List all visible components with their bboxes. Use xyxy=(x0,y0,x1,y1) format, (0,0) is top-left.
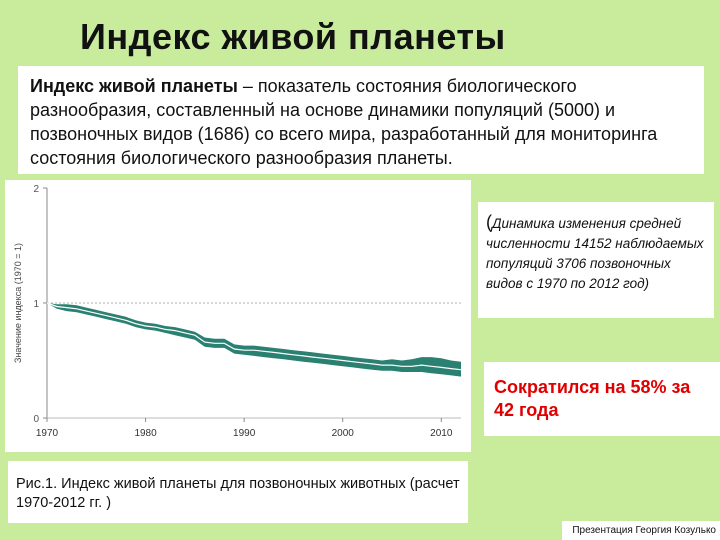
x-tick-label: 1970 xyxy=(36,428,59,439)
slide-title: Индекс живой планеты xyxy=(80,16,506,57)
description-text: – показатель состояния биологического ра… xyxy=(30,76,658,168)
living-planet-index-chart: 0 1 2 1970 1980 1990 2000 2010 Значение индекса … xyxy=(13,184,462,439)
x-tick-label: 2010 xyxy=(430,428,453,439)
y-tick-label: 1 xyxy=(33,299,39,310)
y-tick-label: 0 xyxy=(33,414,39,425)
note-open-paren: ( xyxy=(486,212,492,232)
highlight-text: Сократился на 58% за 42 года xyxy=(494,377,691,420)
chart-axes: 0 1 2 1970 1980 1990 2000 2010 Значение индекса … xyxy=(13,184,461,439)
y-axis-label: Значение индекса (1970 = 1) xyxy=(13,243,23,363)
highlight-box: Сократился на 58% за 42 года xyxy=(484,362,720,436)
description-term: Индекс живой планеты xyxy=(30,76,238,96)
x-tick-label: 1980 xyxy=(134,428,157,439)
note-text: Динамика изменения средней численности 1… xyxy=(486,216,704,291)
note-box: (Динамика изменения средней численности … xyxy=(478,202,714,318)
x-tick-label: 1990 xyxy=(233,428,256,439)
credit-text: Презентация Георгия Козулько xyxy=(572,525,716,536)
x-tick-label: 2000 xyxy=(332,428,355,439)
confidence-band xyxy=(47,303,461,377)
description-box: Индекс живой планеты – показатель состоя… xyxy=(18,66,704,174)
chart-panel: 0 1 2 1970 1980 1990 2000 2010 Значение индекса … xyxy=(5,180,471,452)
figure-caption: Рис.1. Индекс живой планеты для позвоноч… xyxy=(16,476,460,511)
y-tick-label: 2 xyxy=(33,184,39,195)
credit-box: Презентация Георгия Козулько xyxy=(562,521,720,540)
figure-caption-box: Рис.1. Индекс живой планеты для позвоноч… xyxy=(8,461,468,523)
index-line xyxy=(46,302,462,371)
chart-marks xyxy=(46,302,462,377)
